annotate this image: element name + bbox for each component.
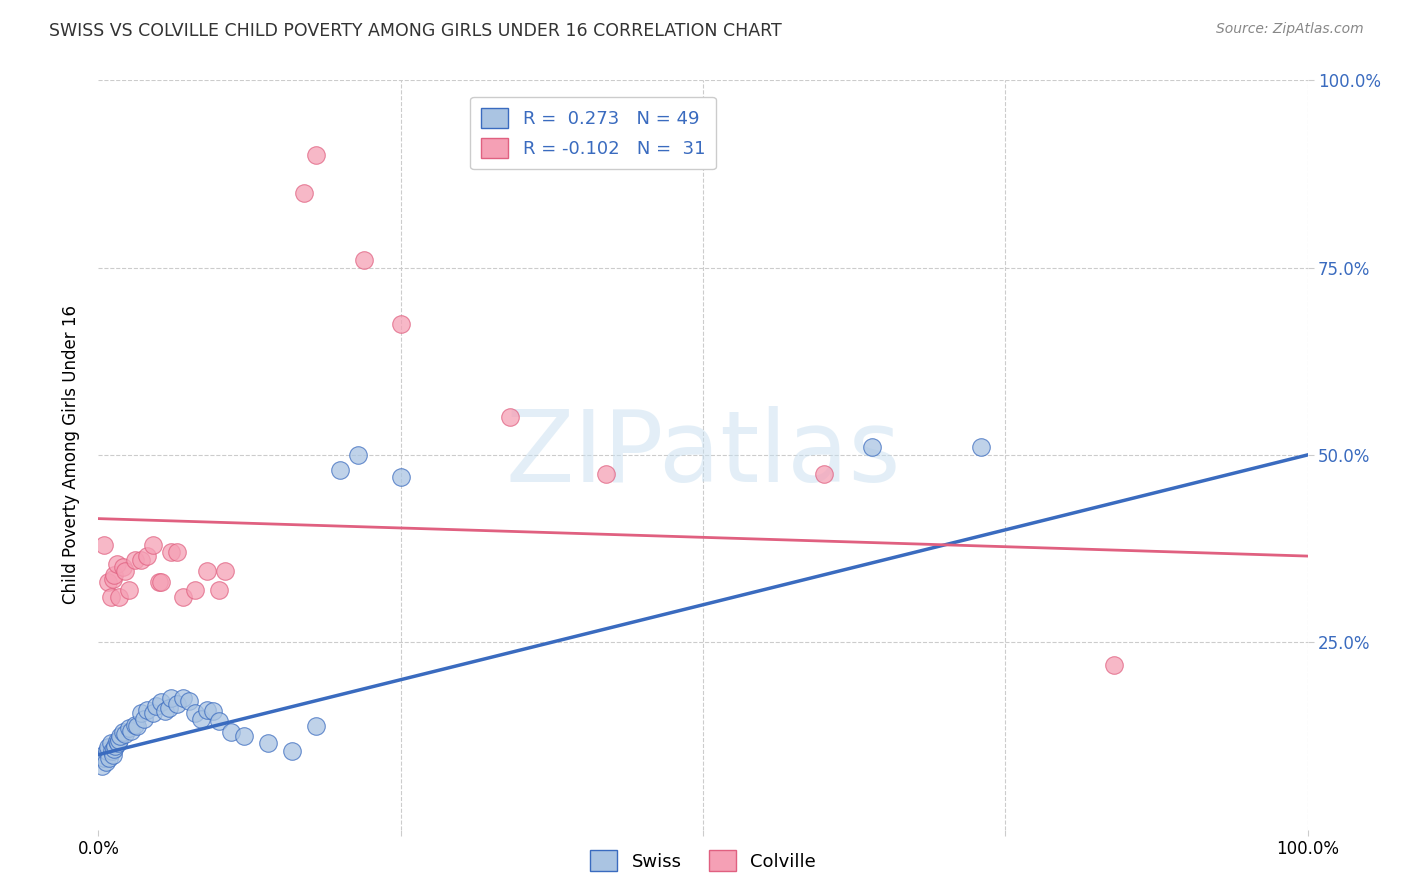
Point [153,704,176,718]
Point [127,719,149,733]
Point [172,591,194,605]
Point [389,470,412,484]
Point [498,410,520,425]
Point [145,698,167,713]
Point [96,744,118,758]
Point [108,729,131,743]
Text: SWISS VS COLVILLE CHILD POVERTY AMONG GIRLS UNDER 16 CORRELATION CHART: SWISS VS COLVILLE CHILD POVERTY AMONG GI… [49,22,782,40]
Text: ZIPatlas: ZIPatlas [505,407,901,503]
Point [208,714,231,728]
Point [1102,657,1125,672]
Point [860,441,883,455]
Point [100,744,122,758]
Point [124,553,146,567]
Point [202,704,225,718]
Point [93,538,115,552]
Point [103,567,125,582]
Point [142,538,165,552]
Legend: R =  0.273   N = 49, R = -0.102   N =  31: R = 0.273 N = 49, R = -0.102 N = 31 [470,97,716,169]
Point [305,148,328,162]
Point [150,575,173,590]
Point [157,701,180,715]
Y-axis label: Child Poverty Among Girls Under 16: Child Poverty Among Girls Under 16 [62,305,80,605]
Point [166,697,188,711]
Point [108,732,131,747]
Point [172,691,194,706]
Point [97,575,120,590]
Text: Source: ZipAtlas.com: Source: ZipAtlas.com [1216,22,1364,37]
Point [124,717,146,731]
Point [281,744,304,758]
Point [166,545,188,559]
Point [105,734,128,748]
Legend: Swiss, Colville: Swiss, Colville [583,843,823,879]
Point [94,755,117,769]
Point [813,467,835,481]
Point [232,729,254,743]
Point [135,549,157,563]
Point [114,726,136,740]
Point [111,560,134,574]
Point [107,736,129,750]
Point [100,591,122,605]
Point [179,694,201,708]
Point [101,747,124,762]
Point [98,751,121,765]
Point [184,582,207,597]
Point [329,463,352,477]
Point [100,736,122,750]
Point [108,591,131,605]
Point [118,582,141,597]
Point [97,740,120,755]
Point [114,564,136,578]
Point [101,572,124,586]
Point [184,706,207,721]
Point [970,441,993,455]
Point [214,564,236,578]
Point [104,739,127,753]
Point [105,557,128,571]
Point [118,722,141,736]
Point [91,747,114,762]
Point [160,545,183,559]
Point [93,751,115,765]
Point [120,723,142,738]
Point [160,691,183,706]
Point [142,706,165,721]
Point [190,712,212,726]
Point [148,575,170,590]
Point [103,741,125,756]
Point [221,725,243,739]
Point [135,703,157,717]
Point [129,706,152,721]
Point [111,725,134,739]
Point [129,553,152,567]
Point [195,564,218,578]
Point [134,712,156,726]
Point [347,448,370,462]
Point [91,759,114,773]
Point [256,736,278,750]
Point [292,186,315,200]
Point [305,719,328,733]
Point [208,582,231,597]
Point [595,467,617,481]
Point [353,253,375,268]
Point [195,703,218,717]
Point [150,695,173,709]
Point [389,317,412,331]
